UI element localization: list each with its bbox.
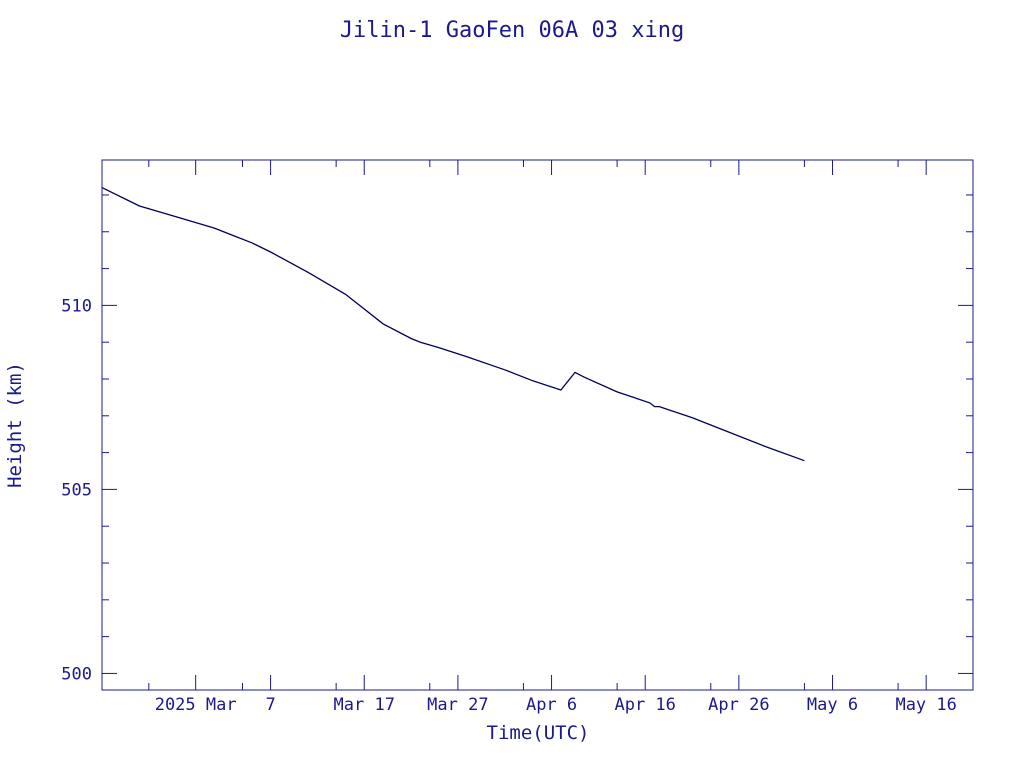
x-tick-label: May 16 [895,695,956,715]
x-tick-label: 7 [265,695,275,715]
x-tick-label: Mar 17 [334,695,395,715]
x-axis-label: Time(UTC) [487,722,590,744]
y-axis: 500 505 510 [61,194,973,684]
y-axis-label: Height (km) [4,362,26,488]
height-series-line [101,187,805,462]
x-axis: 2025 Mar 7 Mar 17 Mar 27 Apr 6 Apr 16 Apr 26 Ma… [148,160,957,715]
x-tick-label: Apr 16 [614,695,675,715]
y-tick-label: 500 [61,664,92,684]
x-tick-label: Apr 6 [526,695,577,715]
x-tick-label: Apr 26 [708,695,769,715]
chart-title: Jilin-1 GaoFen 06A 03 xing [340,18,684,43]
x-tick-label: May 6 [807,695,858,715]
plot-frame [101,159,974,691]
y-tick-label: 510 [61,296,92,316]
x-tick-label: 2025 Mar [155,695,237,715]
x-tick-label: Mar 27 [427,695,488,715]
y-tick-label: 505 [61,480,92,500]
